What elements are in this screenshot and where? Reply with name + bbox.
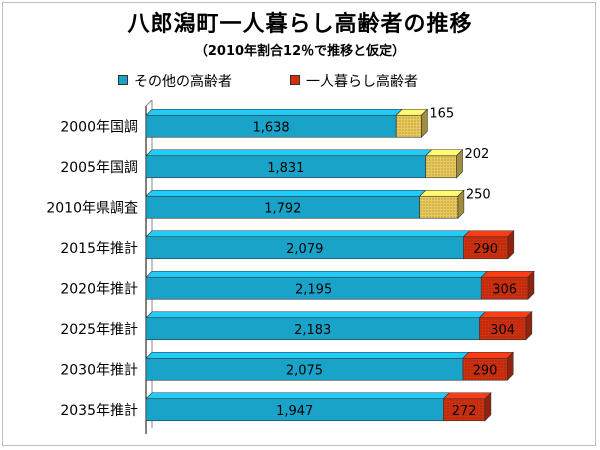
- data-label: 1,638: [252, 120, 289, 135]
- bar-others-top: [145, 351, 470, 359]
- category-label: 2010年県調査: [46, 200, 138, 216]
- bar-others-top: [145, 108, 403, 116]
- legend-label-alone: 一人暮らし高齢者: [306, 74, 418, 90]
- bar-alone-top: [478, 311, 533, 319]
- legend-swatch-others: [118, 75, 128, 85]
- data-label: 306: [492, 282, 517, 297]
- bar-alone-texture: [463, 236, 508, 259]
- data-label: 2,183: [294, 323, 331, 338]
- bar-alone-top: [480, 270, 535, 278]
- data-label: 290: [473, 363, 498, 378]
- axis-top-edge: [145, 99, 153, 107]
- category-label: 2015年推計: [60, 241, 138, 257]
- bar-alone-texture: [481, 277, 528, 300]
- data-label: 250: [466, 187, 491, 202]
- category-label: 2030年推計: [60, 362, 138, 378]
- bar-alone-texture: [396, 115, 422, 138]
- legend-swatch-alone: [290, 75, 300, 85]
- bar-others-top: [145, 230, 471, 238]
- legend-label-others: その他の高齢者: [134, 74, 232, 90]
- data-label: 2,195: [295, 282, 332, 297]
- data-label: 304: [490, 323, 515, 338]
- bar-alone-texture: [479, 317, 526, 340]
- data-label: 2,075: [286, 363, 323, 378]
- category-label: 2005年国調: [60, 160, 138, 176]
- data-label: 202: [464, 147, 489, 162]
- category-label: 2035年推計: [60, 403, 138, 419]
- bar-others-top: [145, 270, 488, 278]
- data-label: 1,947: [276, 404, 313, 419]
- bar-others-top: [145, 189, 427, 197]
- bar-others-top: [145, 392, 451, 400]
- data-label: 1,792: [264, 201, 301, 216]
- bar-others-top: [145, 149, 433, 157]
- category-label: 2020年推計: [60, 281, 138, 297]
- chart-subtitle: （2010年割合12％で推移と仮定）: [194, 44, 406, 59]
- chart-title: 八郎潟町一人暮らし高齢者の推移: [127, 12, 473, 37]
- bar-alone-texture: [425, 155, 457, 178]
- data-label: 165: [429, 106, 454, 121]
- bar-alone-top: [442, 392, 492, 400]
- bar-alone-texture: [462, 358, 508, 381]
- data-label: 2,079: [286, 242, 323, 257]
- data-label: 290: [473, 242, 498, 257]
- bar-alone-texture: [443, 398, 485, 421]
- bar-alone-top: [418, 189, 465, 197]
- category-label: 2025年推計: [60, 322, 138, 338]
- category-label: 2000年国調: [60, 119, 138, 135]
- chart-frame: [2, 2, 596, 446]
- bar-alone-top: [462, 351, 514, 359]
- bar-alone-top: [462, 230, 515, 238]
- data-label: 272: [452, 404, 477, 419]
- bar-alone-top: [424, 149, 464, 157]
- bar-others-top: [145, 311, 487, 319]
- bar-alone-texture: [419, 196, 458, 219]
- data-label: 1,831: [267, 161, 304, 176]
